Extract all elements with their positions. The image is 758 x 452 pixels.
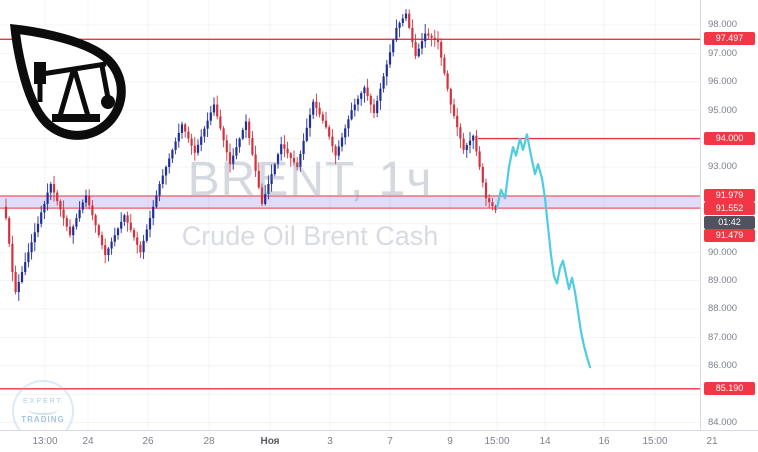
x-axis-label: 14 [539,436,551,447]
x-axis-label: 16 [598,436,610,447]
badge-wave-icon [28,405,58,415]
candlestick-chart[interactable] [0,0,700,430]
x-axis-label: 13:00 [32,436,58,447]
price-axis[interactable]: 98.000 97.000 96.000 95.000 93.000 90.000 89.0… [700,0,758,430]
oil-drop-shape [10,24,126,140]
badge-text-top: EXPERT [23,398,63,405]
badge-text-bottom: TRADING [21,415,65,424]
price-zone [0,195,700,209]
chart-plot-area[interactable] [0,0,700,430]
y-axis-label: 96.000 [708,76,738,88]
price-level-chip: 91.979 [704,188,755,202]
price-level-chip: 97.497 [704,32,755,46]
x-axis-label: 15:00 [484,436,510,447]
bar-countdown-chip: 01:42 [704,215,755,229]
y-axis-label: 97.000 [708,47,738,59]
price-level-chip: 91.552 [704,202,755,216]
grid-lines [0,0,700,430]
y-axis-label: 84.000 [708,417,738,429]
forecast-path-drawing[interactable] [495,133,592,369]
x-axis-label: 28 [203,436,215,447]
y-axis-label: 90.000 [708,246,738,258]
pumpjack-silhouette [34,61,115,122]
oil-pumpjack-logo [10,24,126,140]
x-axis-label: 26 [142,436,154,447]
y-axis-label: 86.000 [708,360,738,372]
candles-layer [4,9,497,301]
price-level-chip: 91.479 [704,229,755,243]
x-axis-label: 24 [82,436,94,447]
horizontal-level-lines [0,38,700,390]
y-axis-label: 89.000 [708,275,738,287]
y-axis-label: 88.000 [708,303,738,315]
y-axis-label: 87.000 [708,331,738,343]
price-level-chip: 85.190 [704,381,755,395]
x-axis-label: 21 [706,436,718,447]
x-axis-label: Ноя [260,436,280,447]
y-axis-label: 95.000 [708,104,738,116]
x-axis-label: 7 [387,436,393,447]
y-axis-label: 98.000 [708,19,738,31]
x-axis-label: 15:00 [642,436,668,447]
x-axis-label: 3 [327,436,333,447]
y-axis-label: 93.000 [708,161,738,173]
x-axis-label: 9 [447,436,453,447]
time-axis[interactable]: 13:00 24 26 28 Ноя 3 7 9 15:00 14 16 15:00 21 [0,430,758,452]
price-level-chip: 94.000 [704,131,755,145]
